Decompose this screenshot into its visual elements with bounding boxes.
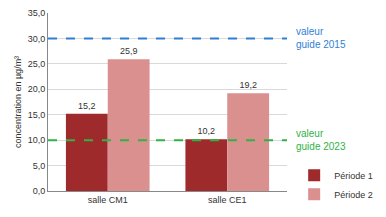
svg-text:10,2: 10,2 [198,126,216,136]
svg-text:25,0: 25,0 [28,59,46,69]
svg-text:5,0: 5,0 [33,161,46,171]
svg-text:Période 1: Période 1 [334,171,373,181]
svg-text:25,9: 25,9 [120,46,138,56]
svg-text:salle CE1: salle CE1 [208,195,247,205]
svg-text:0,0: 0,0 [33,186,46,196]
svg-text:35,0: 35,0 [28,8,46,18]
svg-text:10,0: 10,0 [28,135,46,145]
svg-text:19,2: 19,2 [239,80,257,90]
svg-text:20,0: 20,0 [28,84,46,94]
svg-text:15,0: 15,0 [28,110,46,120]
svg-text:Période 2: Période 2 [334,190,373,200]
svg-text:concentration en µg/m³: concentration en µg/m³ [13,56,23,148]
svg-text:30,0: 30,0 [28,34,46,44]
svg-text:valeurguide 2015: valeurguide 2015 [296,26,346,50]
svg-text:salle CM1: salle CM1 [88,195,128,205]
svg-text:valeurguide 2023: valeurguide 2023 [296,128,346,152]
svg-text:15,2: 15,2 [78,101,96,111]
